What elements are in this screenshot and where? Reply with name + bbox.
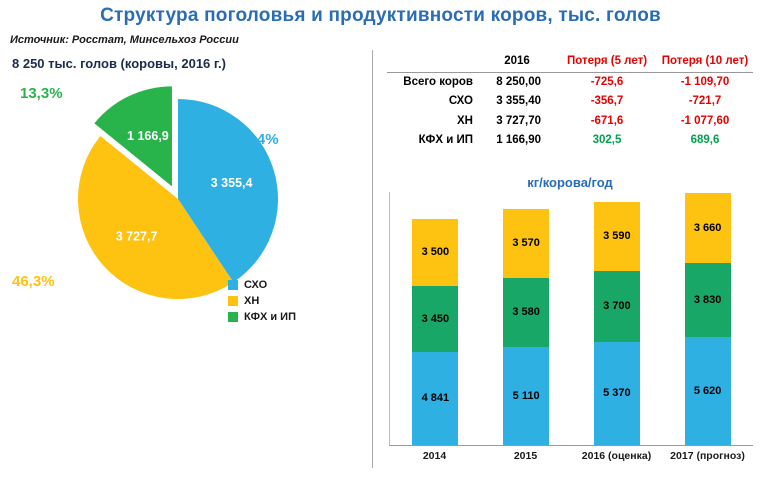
right-section: 2016 Потеря (5 лет) Потеря (10 лет) Всего … <box>373 48 761 468</box>
bar-segment-СХО: 5 370 <box>593 341 640 445</box>
bar-segment-СХО: 5 620 <box>684 336 731 445</box>
table-header-cell-2: Потеря (5 лет) <box>557 52 657 73</box>
cell-loss-5y: -725,6 <box>590 75 624 88</box>
cell-2016: 3 355,40 <box>496 95 541 108</box>
pie-value-label-2: 1 166,9 <box>127 129 169 143</box>
bar-chart-categories: 2014 2015 2016 (оценка) 2017 (прогноз) <box>389 446 753 462</box>
cell-loss-5y: 302,5 <box>592 134 622 147</box>
legend-label: СХО <box>244 279 268 291</box>
bar-stack: 3 660 3 830 5 620 <box>684 192 731 445</box>
bar-column-0: 3 500 3 450 4 841 <box>390 218 481 445</box>
pie-slice-0 <box>178 99 278 283</box>
pie-heading: 8 250 тыс. голов (коровы, 2016 г.) <box>12 56 226 71</box>
bar-column-1: 3 570 3 580 5 110 <box>481 208 572 445</box>
bar-segment-ХН: 3 500 <box>412 218 459 286</box>
bar-segment-ХН: 3 570 <box>503 208 550 278</box>
page-title: Структура поголовья и продуктивности кор… <box>100 5 661 26</box>
bar-column-3: 3 660 3 830 5 620 <box>662 192 753 445</box>
row-label: Всего коров <box>403 75 473 88</box>
bar-segment-ХН: 3 590 <box>593 201 640 271</box>
pie-slice-1 <box>78 135 234 299</box>
cell-loss-5y: -356,7 <box>590 95 624 108</box>
cell-loss-5y: -671,6 <box>590 114 624 127</box>
cell-loss-10y: -721,7 <box>688 95 722 108</box>
bar-category-label-1: 2015 <box>513 449 538 462</box>
bar-segment-КФХ и ИП: 3 830 <box>684 262 731 337</box>
bar-chart-title: кг/корова/год <box>527 174 613 190</box>
pie-slice-2 <box>94 86 172 187</box>
cell-loss-10y: 689,6 <box>690 134 720 147</box>
legend-swatch-icon <box>228 312 238 322</box>
table-row-2: ХН 3 727,70 -671,6 -1 077,60 <box>387 112 753 132</box>
bar-segment-СХО: 4 841 <box>412 351 459 445</box>
pie-pct-label-kfx: 13,3% <box>20 85 63 102</box>
loss-table: 2016 Потеря (5 лет) Потеря (10 лет) Всего … <box>387 52 753 151</box>
row-label: КФХ и ИП <box>418 134 473 147</box>
table-header-cell-0 <box>387 52 477 73</box>
bar-stack: 3 570 3 580 5 110 <box>503 208 550 445</box>
legend-swatch-icon <box>228 280 238 290</box>
bar-category-label-3: 2017 (прогноз) <box>670 449 745 462</box>
pie-pct-label-xn: 46,3% <box>12 273 55 290</box>
source-note: Источник: Росстат, Минсельхоз России <box>10 34 239 46</box>
bar-category-label-0: 2014 <box>422 449 447 462</box>
vertical-divider <box>372 50 373 468</box>
bar-segment-КФХ и ИП: 3 700 <box>593 270 640 342</box>
cell-loss-10y: -1 109,70 <box>680 75 730 88</box>
pie-value-label-1: 3 727,7 <box>116 230 158 244</box>
table-header-cell-3: Потеря (10 лет) <box>657 52 753 73</box>
row-label: СХО <box>448 95 473 108</box>
bar-stack: 3 590 3 700 5 370 <box>593 201 640 445</box>
pie-value-label-0: 3 355,4 <box>211 176 253 190</box>
cell-loss-10y: -1 077,60 <box>680 114 730 127</box>
bar-column-2: 3 590 3 700 5 370 <box>572 201 663 445</box>
legend-item-0: СХО <box>228 279 296 291</box>
bar-segment-ХН: 3 660 <box>684 192 731 263</box>
cell-2016: 1 166,90 <box>496 134 541 147</box>
table-row-1: СХО 3 355,40 -356,7 -721,7 <box>387 92 753 112</box>
pie-chart: 3 355,4 3 727,7 1 166,9 <box>78 86 278 299</box>
pie-pct-label-sxo: 40,4% <box>236 131 279 148</box>
legend-item-2: КФХ и ИП <box>228 311 296 323</box>
bar-stack: 3 500 3 450 4 841 <box>412 218 459 445</box>
row-label: ХН <box>457 114 473 127</box>
bar-segment-СХО: 5 110 <box>503 346 550 445</box>
legend-label: ХН <box>244 295 260 307</box>
table-row-3: КФХ и ИП 1 166,90 302,5 689,6 <box>387 131 753 151</box>
content: 8 250 тыс. голов (коровы, 2016 г.) 3 355… <box>0 48 761 468</box>
cell-2016: 3 727,70 <box>496 114 541 127</box>
bar-segment-КФХ и ИП: 3 450 <box>412 285 459 352</box>
legend-item-1: ХН <box>228 295 296 307</box>
cell-2016: 8 250,00 <box>496 75 541 88</box>
bar-chart: 3 500 3 450 4 841 3 570 3 580 5 110 3 590 3 700… <box>389 191 753 446</box>
table-row-0: Всего коров 8 250,00 -725,6 -1 109,70 <box>387 72 753 92</box>
bar-segment-КФХ и ИП: 3 580 <box>503 277 550 347</box>
bar-category-label-2: 2016 (оценка) <box>581 449 652 462</box>
pie-legend: СХО ХН КФХ и ИП <box>228 279 296 327</box>
legend-swatch-icon <box>228 296 238 306</box>
table-header-cell-1: 2016 <box>477 52 557 73</box>
legend-label: КФХ и ИП <box>244 311 296 323</box>
pie-section: 8 250 тыс. голов (коровы, 2016 г.) 3 355… <box>0 48 372 468</box>
